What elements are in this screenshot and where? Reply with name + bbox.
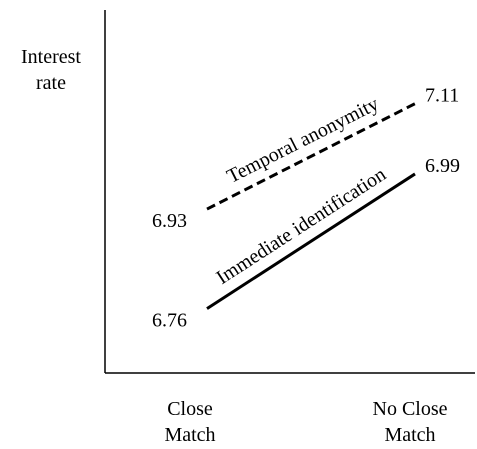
y-axis-label: Interest rate [21,46,81,94]
value-label: 7.11 [425,85,459,107]
value-label: 6.99 [425,155,460,177]
series-label: Temporal anonymity [223,93,382,188]
value-label: 6.76 [152,310,187,332]
x-tick-label: No Close Match [372,398,448,446]
value-label: 6.93 [152,210,187,232]
series-line [206,172,416,310]
series-line [206,102,416,211]
x-tick-label: Close Match [164,398,216,446]
